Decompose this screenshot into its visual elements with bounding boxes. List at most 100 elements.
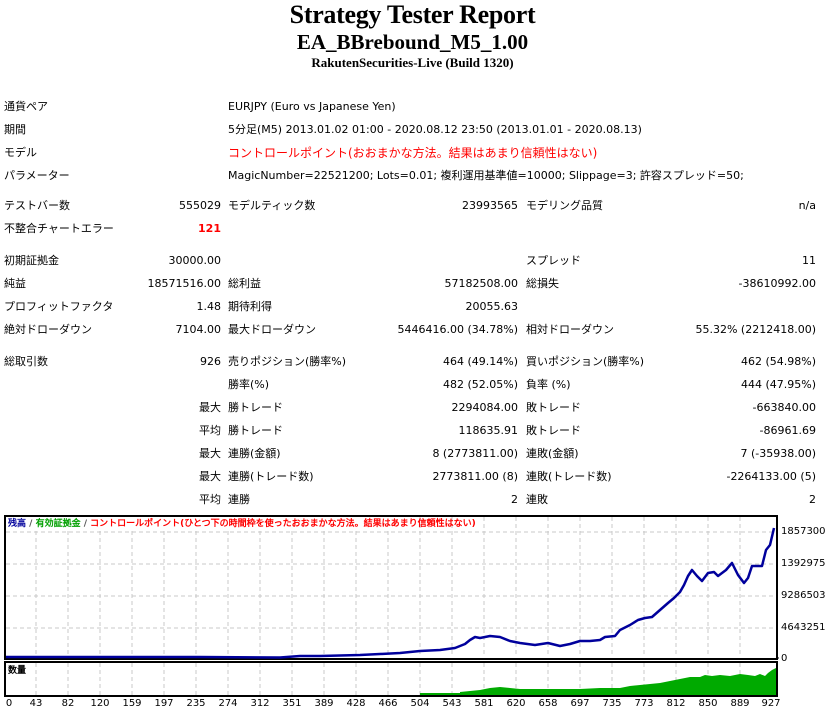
win-rate-label: 勝率(%) <box>228 378 270 391</box>
avg-cons-win-label: 連勝 <box>228 493 250 506</box>
x-tick: 581 <box>474 698 494 709</box>
x-tick: 235 <box>186 698 206 709</box>
avg-cons-loss-label: 連敗 <box>526 493 548 506</box>
x-tick: 927 <box>761 698 781 709</box>
balance-chart <box>4 515 778 660</box>
win-rate-value: 482 (52.05%) <box>442 378 518 391</box>
max-cons-win-cnt-label: 連勝(トレード数) <box>228 470 314 483</box>
y-tick-0: 0 <box>781 653 788 664</box>
net-profit-label: 純益 <box>4 277 26 290</box>
x-tick: 274 <box>218 698 238 709</box>
legend-separator: / <box>26 519 36 529</box>
max-cons-amt-prefix: 最大 <box>199 447 221 460</box>
max-cons-loss-amt-value: 7 (-35938.00) <box>740 447 816 460</box>
max-cons-loss-cnt-value: -2264133.00 (5) <box>726 470 816 483</box>
bars-label: テストバー数 <box>4 199 70 212</box>
x-tick: 697 <box>570 698 590 709</box>
legend-model: コントロールポイント(ひとつ下の時間枠を使ったおおまかな方法。結果はあまり信頼性… <box>90 519 476 529</box>
x-tick: 620 <box>506 698 526 709</box>
x-tick: 197 <box>154 698 174 709</box>
largest-win-label: 勝トレード <box>228 401 283 414</box>
profit-factor-value: 1.48 <box>196 300 222 313</box>
deposit-value: 30000.00 <box>168 254 222 267</box>
quality-label: モデリング品質 <box>526 199 603 212</box>
ticks-value: 23993565 <box>462 199 518 212</box>
total-trades-value: 926 <box>200 355 221 368</box>
largest-win-value: 2294084.00 <box>451 401 518 414</box>
period-label: 期間 <box>4 123 26 136</box>
period-value: 5分足(M5) 2013.01.02 01:00 - 2020.08.12 23… <box>228 123 642 136</box>
spread-label: スプレッド <box>526 254 581 267</box>
expected-payoff-label: 期待利得 <box>228 300 272 313</box>
legend-separator-2: / <box>80 519 91 529</box>
y-tick-4: 18573005 <box>781 526 825 537</box>
max-drawdown-value: 5446416.00 (34.78%) <box>397 323 518 336</box>
y-tick-1: 4643251 <box>781 622 825 633</box>
x-tick: 43 <box>29 698 43 709</box>
expected-payoff-value: 20055.63 <box>465 300 519 313</box>
spread-value: 11 <box>802 254 816 267</box>
avg-cons-win-value: 2 <box>511 493 518 506</box>
x-tick: 120 <box>90 698 110 709</box>
largest-prefix: 最大 <box>199 401 221 414</box>
params-value: MagicNumber=22521200; Lots=0.01; 複利運用基準値… <box>228 169 744 182</box>
short-positions-value: 464 (49.14%) <box>442 355 518 368</box>
x-tick: 889 <box>730 698 750 709</box>
long-positions-value: 462 (54.98%) <box>740 355 816 368</box>
x-tick: 0 <box>5 698 13 709</box>
avg-loss-value: -86961.69 <box>759 424 816 437</box>
x-tick: 773 <box>634 698 654 709</box>
x-tick: 312 <box>250 698 270 709</box>
largest-loss-label: 敗トレード <box>526 401 581 414</box>
mismatch-label: 不整合チャートエラー <box>4 222 114 235</box>
loss-rate-label: 負率 (%) <box>526 378 571 391</box>
quality-value: n/a <box>798 199 816 212</box>
gross-profit-label: 総利益 <box>228 277 261 290</box>
gross-loss-value: -38610992.00 <box>738 277 816 290</box>
y-tick-2: 9286503 <box>781 590 825 601</box>
volume-area <box>420 668 776 695</box>
volume-label: 数量 <box>8 666 27 676</box>
avg-win-value: 118635.91 <box>458 424 519 437</box>
average-prefix: 平均 <box>199 424 221 437</box>
y-tick-3: 13929754 <box>781 558 825 569</box>
legend-balance: 残高 <box>8 519 27 529</box>
symbol-value: EURJPY (Euro vs Japanese Yen) <box>228 100 396 113</box>
x-tick: 428 <box>346 698 366 709</box>
gross-loss-label: 総損失 <box>526 277 559 290</box>
avg-loss-label: 敗トレード <box>526 424 581 437</box>
mismatch-value: 121 <box>198 222 221 235</box>
abs-drawdown-value: 7104.00 <box>175 323 222 336</box>
x-tick: 658 <box>538 698 558 709</box>
x-tick: 82 <box>61 698 75 709</box>
x-tick: 735 <box>602 698 622 709</box>
model-value: コントロールポイント(おおまかな方法。結果はあまり信頼性はない) <box>228 146 598 160</box>
x-tick: 351 <box>282 698 302 709</box>
x-tick: 850 <box>698 698 718 709</box>
loss-rate-value: 444 (47.95%) <box>740 378 816 391</box>
x-tick: 543 <box>442 698 462 709</box>
grid-lines <box>6 517 776 695</box>
rel-drawdown-label: 相対ドローダウン <box>526 323 614 336</box>
bars-value: 555029 <box>179 199 221 212</box>
balance-line <box>6 527 776 659</box>
max-cons-loss-amt-label: 連敗(金額) <box>526 447 579 460</box>
deposit-label: 初期証拠金 <box>4 254 59 267</box>
max-cons-win-cnt-value: 2773811.00 (8) <box>432 470 518 483</box>
model-label: モデル <box>4 146 37 159</box>
x-tick: 466 <box>378 698 398 709</box>
x-tick: 504 <box>410 698 430 709</box>
rel-drawdown-value: 55.32% (2212418.00) <box>695 323 816 336</box>
ticks-label: モデルティック数 <box>228 199 316 212</box>
max-cons-win-amt-label: 連勝(金額) <box>228 447 281 460</box>
ea-name: EA_BBrebound_M5_1.00 <box>296 30 529 54</box>
report-title: Strategy Tester Report <box>289 0 536 29</box>
largest-loss-value: -663840.00 <box>752 401 816 414</box>
gross-profit-value: 57182508.00 <box>444 277 518 290</box>
params-label: パラメーター <box>4 169 70 182</box>
max-cons-cnt-prefix: 最大 <box>199 470 221 483</box>
profit-factor-label: プロフィットファクタ <box>4 300 114 313</box>
legend-equity: 有効証拠金 <box>35 519 81 529</box>
max-cons-loss-cnt-label: 連敗(トレード数) <box>526 470 612 483</box>
